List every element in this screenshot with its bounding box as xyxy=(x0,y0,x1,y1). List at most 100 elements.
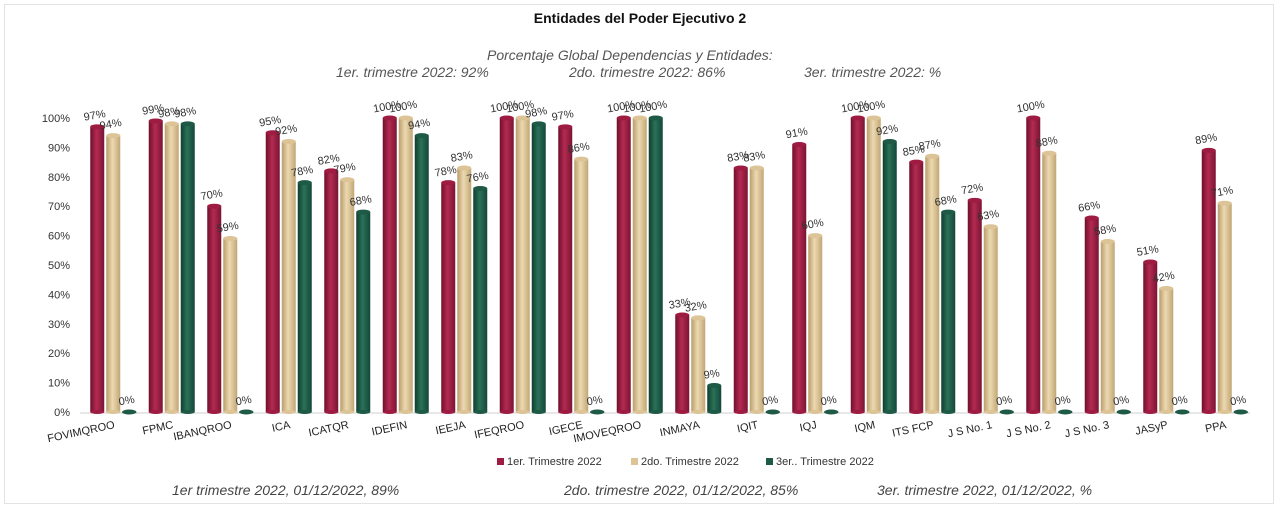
data-label: 94% xyxy=(99,117,123,133)
bar xyxy=(1058,409,1073,415)
bar xyxy=(1201,147,1216,414)
bar xyxy=(1042,150,1057,414)
bar xyxy=(223,236,238,414)
bar xyxy=(558,124,573,414)
x-tick-label: ICATQR xyxy=(308,419,350,439)
data-label: 83% xyxy=(742,149,766,165)
bar xyxy=(808,233,823,414)
data-label: 70% xyxy=(200,187,224,203)
data-label: 92% xyxy=(875,123,899,139)
y-tick-label: 0% xyxy=(54,407,70,419)
x-tick-label: IFEQROO xyxy=(473,419,526,441)
bar xyxy=(1026,115,1041,414)
x-tick-label: IEEJA xyxy=(434,419,467,437)
bar xyxy=(281,139,296,414)
bar xyxy=(733,165,748,414)
data-label: 33% xyxy=(668,296,692,312)
y-tick-label: 30% xyxy=(48,319,70,331)
x-tick-label: J S No. 2 xyxy=(1005,419,1052,440)
y-tick-label: 80% xyxy=(48,172,70,184)
bar xyxy=(749,165,764,414)
data-label: 100% xyxy=(638,99,668,116)
data-label: 0% xyxy=(1112,394,1130,409)
data-label: 51% xyxy=(1136,243,1160,259)
bar xyxy=(824,409,839,415)
data-label: 86% xyxy=(567,140,591,156)
data-label: 100% xyxy=(489,99,519,116)
data-label: 0% xyxy=(995,394,1013,409)
subtitle-q1: 1er. trimestre 2022: 92% xyxy=(336,64,489,80)
bar xyxy=(909,159,924,414)
legend-swatch xyxy=(631,458,638,465)
legend-swatch xyxy=(497,458,504,465)
bar xyxy=(925,153,940,414)
data-label: 100% xyxy=(622,99,652,116)
bar xyxy=(1175,409,1190,415)
footer-q1: 1er trimestre 2022, 01/12/2022, 89% xyxy=(172,482,400,498)
bar xyxy=(1084,215,1099,414)
x-tick-label: FPMC xyxy=(141,419,174,437)
data-label: 98% xyxy=(173,105,197,121)
data-label: 99% xyxy=(141,102,165,118)
bar xyxy=(983,224,998,414)
legend-swatch xyxy=(766,458,773,465)
bar xyxy=(382,115,397,414)
data-label: 100% xyxy=(856,99,886,116)
data-label: 89% xyxy=(1194,132,1218,148)
bar xyxy=(499,115,514,414)
data-label: 0% xyxy=(761,394,779,409)
chart-frame xyxy=(4,4,1274,504)
bar xyxy=(457,165,472,414)
data-label: 59% xyxy=(216,220,240,236)
bar xyxy=(941,209,956,414)
x-tick-label: FOVIMQROO xyxy=(46,419,116,445)
bar xyxy=(1217,200,1232,414)
data-label: 92% xyxy=(274,123,298,139)
bar xyxy=(590,409,605,415)
bar xyxy=(239,409,254,415)
x-tick-label: PPA xyxy=(1204,419,1228,435)
bar xyxy=(265,130,280,414)
bar xyxy=(691,315,706,414)
subtitle-q2: 2do. trimestre 2022: 86% xyxy=(569,64,726,80)
y-tick-label: 100% xyxy=(42,113,70,125)
bar xyxy=(324,168,339,414)
footer-q2: 2do. trimestre 2022, 01/12/2022, 85% xyxy=(564,482,799,498)
data-label: 0% xyxy=(1229,394,1247,409)
bar xyxy=(574,156,589,414)
x-tick-label: INMAYA xyxy=(659,419,702,439)
data-label: 98% xyxy=(524,105,548,121)
data-label: 87% xyxy=(918,137,942,153)
bar xyxy=(999,409,1014,415)
y-tick-label: 20% xyxy=(48,348,70,360)
bar xyxy=(648,115,663,414)
x-tick-label: ICA xyxy=(271,419,292,435)
data-label: 88% xyxy=(1035,134,1059,150)
bar xyxy=(765,409,780,415)
y-tick-label: 10% xyxy=(48,378,70,390)
bar xyxy=(967,197,982,414)
data-label: 97% xyxy=(551,108,575,124)
bar xyxy=(1100,238,1115,414)
bar xyxy=(148,118,163,414)
bar xyxy=(164,121,179,414)
x-tick-label: IBANQROO xyxy=(172,419,233,443)
legend-label: 2do. Trimestre 2022 xyxy=(641,456,739,468)
data-label: 0% xyxy=(118,394,136,409)
bar xyxy=(515,115,530,414)
data-label: 100% xyxy=(840,99,870,116)
data-label: 0% xyxy=(820,394,838,409)
data-label: 32% xyxy=(684,299,708,315)
data-label: 97% xyxy=(83,108,107,124)
bar xyxy=(340,177,355,414)
bar xyxy=(1143,259,1158,414)
data-label: 79% xyxy=(333,161,357,177)
y-tick-label: 70% xyxy=(48,201,70,213)
chart-title: Entidades del Poder Ejecutivo 2 xyxy=(533,10,747,26)
subtitle-global: Porcentaje Global Dependencias y Entidad… xyxy=(487,47,773,63)
data-label: 66% xyxy=(1077,199,1101,215)
bar xyxy=(1233,409,1248,415)
data-label: 58% xyxy=(1093,223,1117,239)
x-tick-label: IMOVEQROO xyxy=(572,419,642,445)
bar xyxy=(473,186,488,414)
